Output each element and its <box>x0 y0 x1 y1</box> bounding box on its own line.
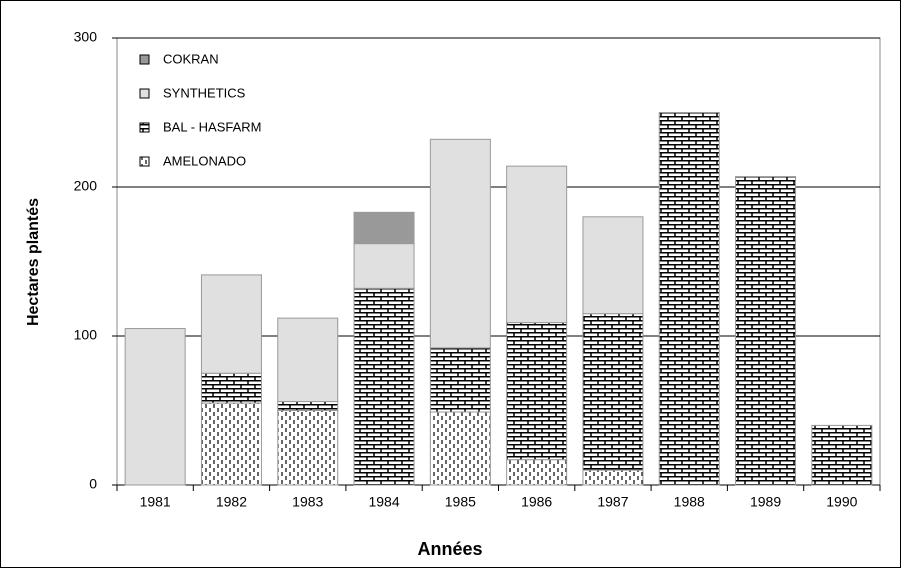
legend-swatch <box>139 156 150 167</box>
x-tick-label: 1990 <box>826 494 857 510</box>
bar-segment <box>735 176 797 486</box>
y-tick-label: 300 <box>74 29 98 45</box>
bar-segment <box>811 424 873 486</box>
bar-segment <box>277 401 339 411</box>
x-tick-label: 1981 <box>140 494 171 510</box>
bar-segment <box>582 469 644 486</box>
x-tick-label: 1982 <box>216 494 247 510</box>
y-tick-label: 100 <box>74 327 98 343</box>
bar-segment <box>124 328 186 486</box>
y-tick-label: 200 <box>74 178 98 194</box>
x-tick-label: 1984 <box>368 494 399 510</box>
bar-segment <box>200 402 262 486</box>
bar-segment <box>353 287 415 486</box>
x-tick-label: 1987 <box>597 494 628 510</box>
bar-segment <box>658 112 720 486</box>
x-axis-label: Années <box>417 539 482 559</box>
x-tick-label: 1983 <box>292 494 323 510</box>
bar-segment <box>429 138 491 349</box>
x-tick-label: 1985 <box>445 494 476 510</box>
legend-swatch <box>139 122 150 133</box>
legend-label: BAL - HASFARM <box>163 119 261 134</box>
bar-segment <box>506 322 568 461</box>
bar-segment <box>277 317 339 403</box>
bar-segment <box>353 211 415 245</box>
bar-segment <box>277 410 339 486</box>
x-tick-label: 1989 <box>750 494 781 510</box>
bar-segment <box>200 274 262 374</box>
y-tick-label: 0 <box>89 476 97 492</box>
legend-swatch <box>139 54 150 65</box>
bar-segment <box>429 347 491 413</box>
bar-segment <box>582 216 644 315</box>
bar-segment <box>353 243 415 289</box>
bar-segment <box>506 165 568 324</box>
legend-label: COKRAN <box>163 51 219 66</box>
bar-segment <box>582 313 644 471</box>
y-axis-label: Hectares plantés <box>25 198 42 326</box>
bar-segment <box>200 372 262 404</box>
legend-swatch <box>139 88 150 99</box>
bar-segment <box>429 411 491 486</box>
x-tick-label: 1986 <box>521 494 552 510</box>
x-tick-label: 1988 <box>674 494 705 510</box>
bar-segment <box>506 459 568 486</box>
legend-label: SYNTHETICS <box>163 85 246 100</box>
legend-label: AMELONADO <box>163 153 246 168</box>
